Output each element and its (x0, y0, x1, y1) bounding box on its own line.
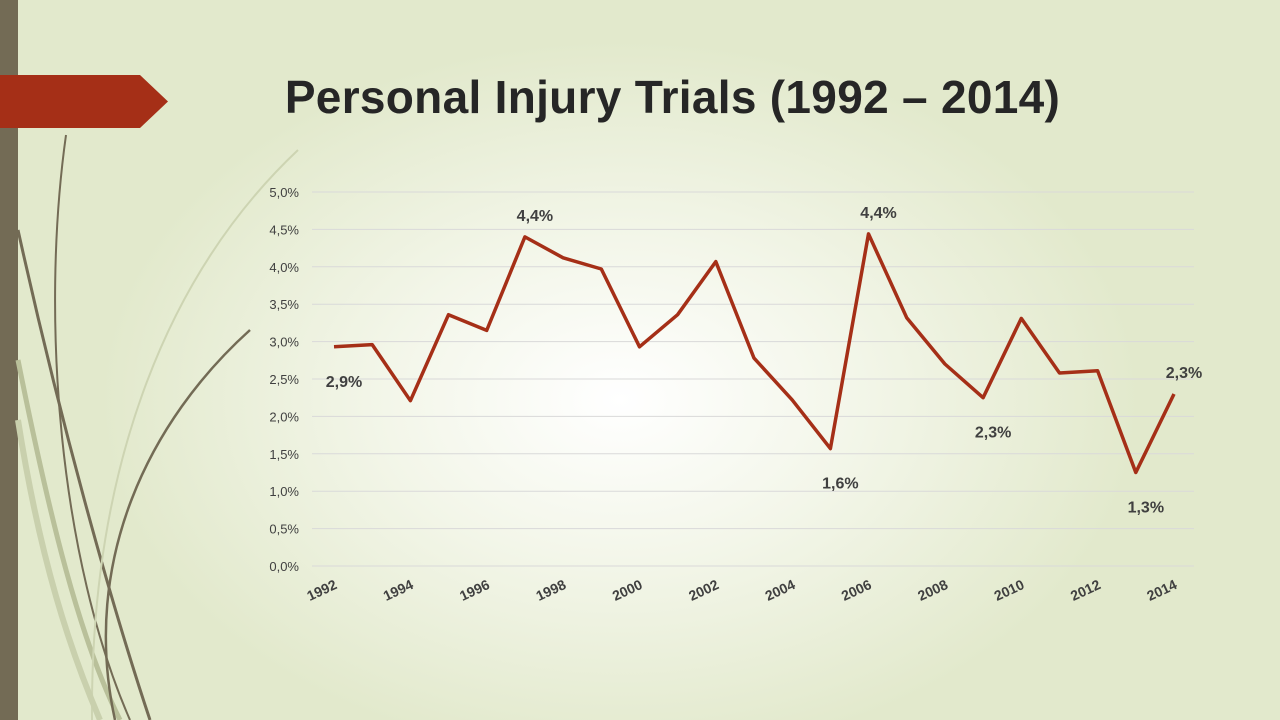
x-tick-label: 2010 (992, 576, 1027, 604)
x-tick-label: 1994 (381, 576, 416, 604)
data-label: 2,3% (1166, 365, 1202, 382)
y-tick-label: 0,5% (269, 522, 299, 537)
x-axis-ticks: 1992 1994 1996 1998 2000 2002 2004 2006 2008 2010… (304, 576, 1179, 604)
y-tick-label: 2,5% (269, 372, 299, 387)
x-tick-label: 2002 (686, 576, 721, 604)
data-label: 2,3% (975, 425, 1011, 442)
y-tick-label: 4,5% (269, 222, 299, 237)
data-label: 4,4% (517, 208, 553, 225)
x-tick-label: 1992 (304, 576, 339, 604)
title-accent-arrow (0, 75, 168, 128)
data-label: 1,6% (822, 476, 858, 493)
x-tick-label: 2008 (915, 576, 950, 604)
y-tick-label: 4,0% (269, 260, 299, 275)
data-labels: 2,9% 4,4% 1,6% 4,4% 2,3% 1,3% 2,3% (326, 205, 1202, 517)
gridlines (312, 191, 1194, 567)
x-tick-label: 2004 (762, 576, 797, 604)
decorative-swirl (15, 134, 299, 720)
data-label: 2,9% (326, 374, 362, 391)
y-tick-label: 1,5% (269, 447, 299, 462)
x-tick-label: 2006 (839, 576, 874, 604)
x-tick-label: 2012 (1068, 576, 1103, 604)
page-title: Personal Injury Trials (1992 – 2014) (284, 71, 1061, 123)
x-tick-label: 1996 (457, 576, 492, 604)
data-label: 4,4% (860, 205, 896, 222)
x-tick-label: 1998 (533, 576, 568, 604)
y-tick-label: 2,0% (269, 409, 299, 424)
y-axis-ticks: 0,0% 0,5% 1,0% 1,5% 2,0% 2,5% 3,0% 3,5% 4,0% 4,5%… (269, 185, 299, 574)
x-tick-label: 2000 (610, 576, 645, 604)
left-accent-bar (0, 0, 18, 720)
data-label: 1,3% (1128, 500, 1164, 517)
y-tick-label: 5,0% (269, 185, 299, 200)
y-tick-label: 3,0% (269, 335, 299, 350)
series-line (333, 232, 1176, 475)
y-tick-label: 3,5% (269, 297, 299, 312)
y-tick-label: 1,0% (269, 484, 299, 499)
x-tick-label: 2014 (1144, 576, 1179, 604)
y-tick-label: 0,0% (269, 559, 299, 574)
